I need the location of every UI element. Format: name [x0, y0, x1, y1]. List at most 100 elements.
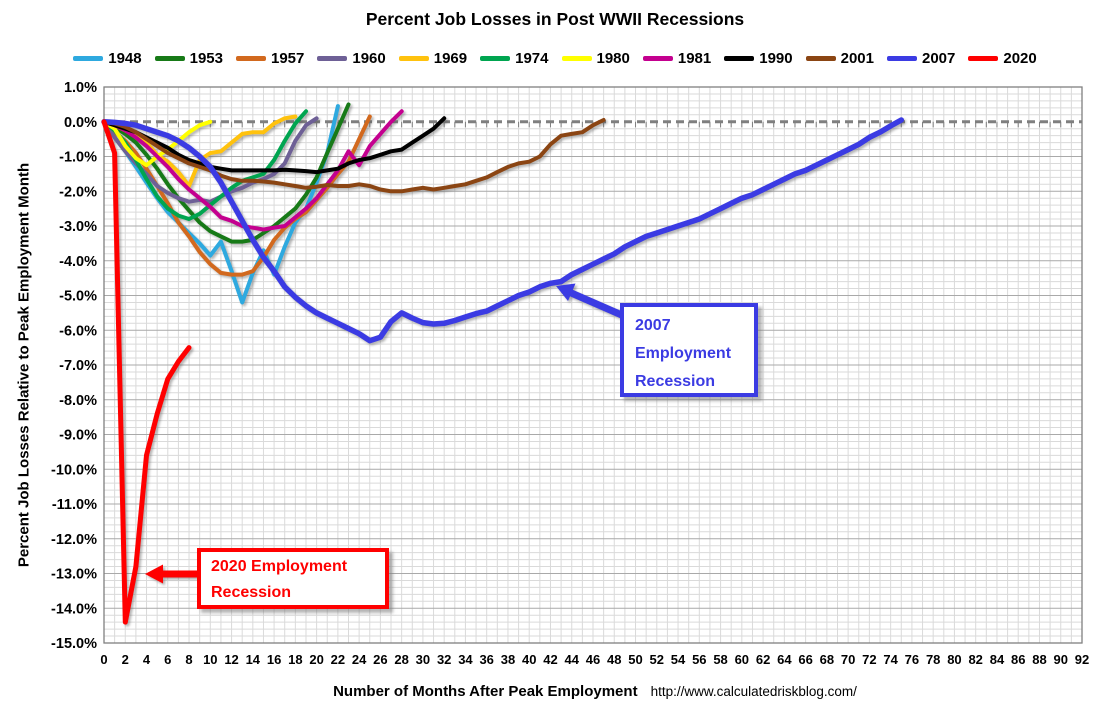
- legend-swatch-1953: [154, 56, 185, 61]
- x-tick-label: 10: [203, 652, 217, 667]
- x-tick-label: 16: [267, 652, 281, 667]
- legend-label-1953: 1953: [189, 50, 223, 67]
- y-tick-label: -4.0%: [59, 254, 97, 270]
- x-axis-title: Number of Months After Peak Employment: [333, 683, 638, 700]
- legend-item-1980: 1980: [561, 50, 630, 67]
- x-tick-label: 80: [947, 652, 961, 667]
- legend-swatch-2007: [887, 56, 917, 61]
- x-tick-label: 68: [820, 652, 834, 667]
- y-tick-label: -14.0%: [51, 601, 97, 617]
- series-line-2007: [101, 117, 905, 344]
- x-tick-label: 84: [990, 652, 1005, 667]
- legend-item-2001: 2001: [805, 50, 874, 67]
- x-tick-label: 26: [373, 652, 387, 667]
- legend-swatch-1960: [317, 56, 348, 61]
- y-tick-label: -13.0%: [51, 567, 97, 583]
- legend-label-1981: 1981: [677, 50, 712, 67]
- legend-item-1953: 1953: [154, 50, 223, 67]
- x-tick-label: 52: [650, 652, 664, 667]
- x-tick-label: 66: [798, 652, 812, 667]
- x-tick-label: 62: [756, 652, 770, 667]
- legend-swatch-1981: [642, 56, 673, 61]
- legend-label-1990: 1990: [759, 50, 793, 67]
- legend-swatch-1969: [398, 56, 429, 61]
- annotation-2007-line3: Recession: [635, 373, 716, 390]
- series-line-1974: [102, 109, 308, 221]
- series-line-2020: [101, 119, 192, 625]
- annotation-2007-box: 2007 Employment Recession: [620, 303, 758, 397]
- x-tick-label: 0: [100, 652, 107, 667]
- x-tick-label: 82: [968, 652, 982, 667]
- x-tick-label: 28: [394, 652, 408, 667]
- legend-swatch-1948: [73, 56, 104, 61]
- x-tick-label: 12: [224, 652, 238, 667]
- x-tick-label: 34: [458, 652, 473, 667]
- x-tick-label: 74: [883, 652, 898, 667]
- x-tick-label: 30: [416, 652, 430, 667]
- legend-item-1974: 1974: [480, 50, 549, 67]
- y-tick-label: -6.0%: [59, 323, 97, 339]
- y-tick-label: -11.0%: [52, 497, 97, 513]
- y-tick-label: -2.0%: [59, 184, 97, 200]
- y-tick-label: -15.0%: [51, 636, 97, 652]
- legend-label-1974: 1974: [515, 50, 549, 67]
- legend-swatch-1957: [236, 56, 266, 61]
- x-tick-label: 48: [607, 652, 621, 667]
- x-tick-label: 72: [862, 652, 876, 667]
- legend-swatch-2020: [968, 56, 999, 61]
- legend-swatch-2001: [805, 56, 836, 61]
- data-series-lines: [101, 102, 905, 625]
- legend-label-2020: 2020: [1003, 50, 1037, 67]
- x-tick-label: 6: [164, 652, 171, 667]
- y-tick-label: -7.0%: [59, 358, 97, 374]
- x-tick-label: 24: [352, 652, 367, 667]
- y-tick-label: -8.0%: [59, 393, 97, 409]
- x-tick-label: 86: [1011, 652, 1025, 667]
- x-tick-label: 40: [522, 652, 536, 667]
- annotation-2020-line2: Recession: [211, 584, 292, 601]
- x-tick-label: 76: [905, 652, 919, 667]
- x-tick-label: 54: [671, 652, 686, 667]
- x-tick-label: 50: [628, 652, 642, 667]
- x-tick-label: 60: [735, 652, 749, 667]
- x-tick-label: 8: [185, 652, 192, 667]
- legend-item-1981: 1981: [642, 50, 712, 67]
- x-tick-label: 90: [1054, 652, 1068, 667]
- legend-item-1969: 1969: [398, 50, 468, 67]
- legend-label-1980: 1980: [596, 50, 630, 67]
- annotation-arrow-2007: [556, 283, 626, 320]
- y-tick-label: 1.0%: [64, 80, 97, 96]
- x-tick-label: 36: [479, 652, 493, 667]
- legend-item-1990: 1990: [724, 50, 793, 67]
- legend-swatch-1980: [561, 56, 592, 61]
- x-tick-label: 32: [437, 652, 451, 667]
- legend-label-1969: 1969: [433, 50, 468, 67]
- legend-item-1948: 1948: [73, 50, 142, 67]
- axis-tick-labels: 1.0% 0.0% -1.0% -2.0% -3.0% -4.0% -5.0% -6.0% -7…: [51, 80, 1089, 667]
- legend-label-1948: 1948: [108, 50, 142, 67]
- legend-item-2020: 2020: [968, 50, 1037, 67]
- series-line-1990: [102, 116, 447, 175]
- series-line-1981: [102, 109, 404, 232]
- legend-item-1957: 1957: [236, 50, 304, 67]
- x-tick-label: 70: [841, 652, 855, 667]
- x-tick-label: 4: [143, 652, 151, 667]
- y-tick-label: -12.0%: [51, 532, 97, 548]
- y-axis-title: Percent Job Losses Relative to Peak Empl…: [15, 162, 33, 568]
- legend-swatch-1974: [480, 56, 511, 61]
- x-tick-label: 64: [777, 652, 792, 667]
- x-tick-label: 2: [122, 652, 129, 667]
- legend-label-1957: 1957: [271, 50, 305, 67]
- legend: 1948 1953 1957 1960 1969 1974 1980 1981 1990 2001…: [0, 50, 1110, 67]
- legend-label-1960: 1960: [352, 50, 386, 67]
- x-axis-title-row: Number of Months After Peak Employment ht…: [0, 683, 1110, 701]
- x-tick-label: 58: [713, 652, 727, 667]
- chart-title: Percent Job Losses in Post WWII Recessio…: [365, 9, 745, 29]
- legend-swatch-1990: [724, 56, 755, 61]
- legend-item-2007: 2007: [887, 50, 955, 67]
- x-tick-label: 20: [309, 652, 323, 667]
- annotation-2007-line1: 2007: [635, 317, 671, 334]
- y-tick-label: -1.0%: [59, 150, 97, 166]
